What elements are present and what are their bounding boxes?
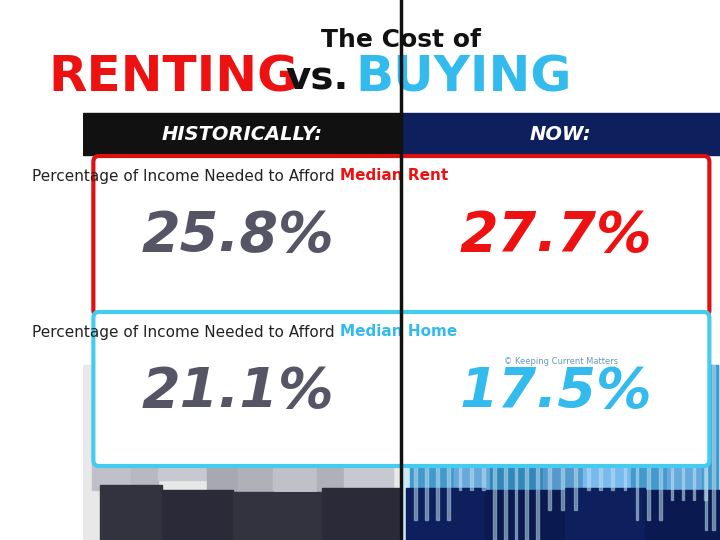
Bar <box>660 365 662 520</box>
Bar <box>436 365 438 520</box>
Text: 27.7%: 27.7% <box>460 209 652 263</box>
Bar <box>163 490 233 540</box>
Bar <box>406 488 485 540</box>
Bar <box>624 365 626 490</box>
Bar <box>670 365 673 500</box>
Bar <box>101 485 163 540</box>
Bar <box>693 365 696 500</box>
Bar <box>682 365 685 500</box>
Text: © Keeping Current Matters: © Keeping Current Matters <box>503 357 618 367</box>
Bar <box>414 365 417 520</box>
Bar <box>561 365 564 510</box>
Text: The Cost of: The Cost of <box>321 28 481 52</box>
Bar <box>490 365 543 540</box>
Bar <box>631 365 667 520</box>
Bar <box>238 400 273 520</box>
Bar <box>482 365 485 490</box>
Bar <box>582 365 631 490</box>
Bar <box>318 365 344 540</box>
Bar <box>459 365 462 490</box>
Text: Median Rent: Median Rent <box>341 168 449 184</box>
Bar <box>515 365 517 540</box>
Bar <box>233 492 322 540</box>
Text: NOW:: NOW: <box>530 125 592 144</box>
Bar <box>83 113 401 155</box>
Bar <box>132 400 158 510</box>
FancyBboxPatch shape <box>94 156 709 316</box>
Bar <box>611 365 614 490</box>
Bar <box>543 365 582 510</box>
Bar <box>645 490 720 540</box>
Bar <box>704 365 707 530</box>
Text: Percentage of Income Needed to Afford: Percentage of Income Needed to Afford <box>32 168 339 184</box>
Bar <box>536 365 539 540</box>
Text: Percentage of Income Needed to Afford: Percentage of Income Needed to Afford <box>32 325 339 340</box>
Bar <box>91 400 132 490</box>
Bar <box>410 365 454 520</box>
Bar <box>599 365 602 490</box>
Bar <box>704 365 706 500</box>
Bar <box>493 365 496 540</box>
Text: Median Home: Median Home <box>341 325 457 340</box>
Text: 21.1%: 21.1% <box>141 365 334 419</box>
Bar <box>485 490 565 540</box>
Bar <box>526 365 528 540</box>
Bar <box>470 365 473 490</box>
Bar <box>425 365 428 520</box>
Bar <box>454 365 490 490</box>
FancyBboxPatch shape <box>94 312 709 466</box>
Text: 25.8%: 25.8% <box>141 209 334 263</box>
Text: 17.5%: 17.5% <box>460 365 652 419</box>
Bar <box>401 365 720 540</box>
Bar <box>587 365 590 490</box>
Text: HISTORICALLY:: HISTORICALLY: <box>161 125 323 144</box>
Bar <box>647 365 650 520</box>
Bar <box>273 400 318 490</box>
Bar <box>548 365 551 510</box>
Bar <box>702 365 719 530</box>
Bar <box>504 365 507 540</box>
Bar <box>447 365 450 520</box>
Bar <box>565 488 645 540</box>
Bar <box>158 400 207 480</box>
Bar <box>83 365 401 540</box>
Text: BUYING: BUYING <box>355 54 572 102</box>
Bar <box>401 113 720 155</box>
Bar <box>207 400 238 540</box>
Bar <box>344 365 392 510</box>
Text: vs.: vs. <box>286 59 349 97</box>
Bar <box>636 365 638 520</box>
Bar <box>322 488 401 540</box>
Bar <box>667 365 711 500</box>
Bar <box>713 365 715 530</box>
Text: RENTING: RENTING <box>49 54 299 102</box>
Bar <box>575 365 577 510</box>
